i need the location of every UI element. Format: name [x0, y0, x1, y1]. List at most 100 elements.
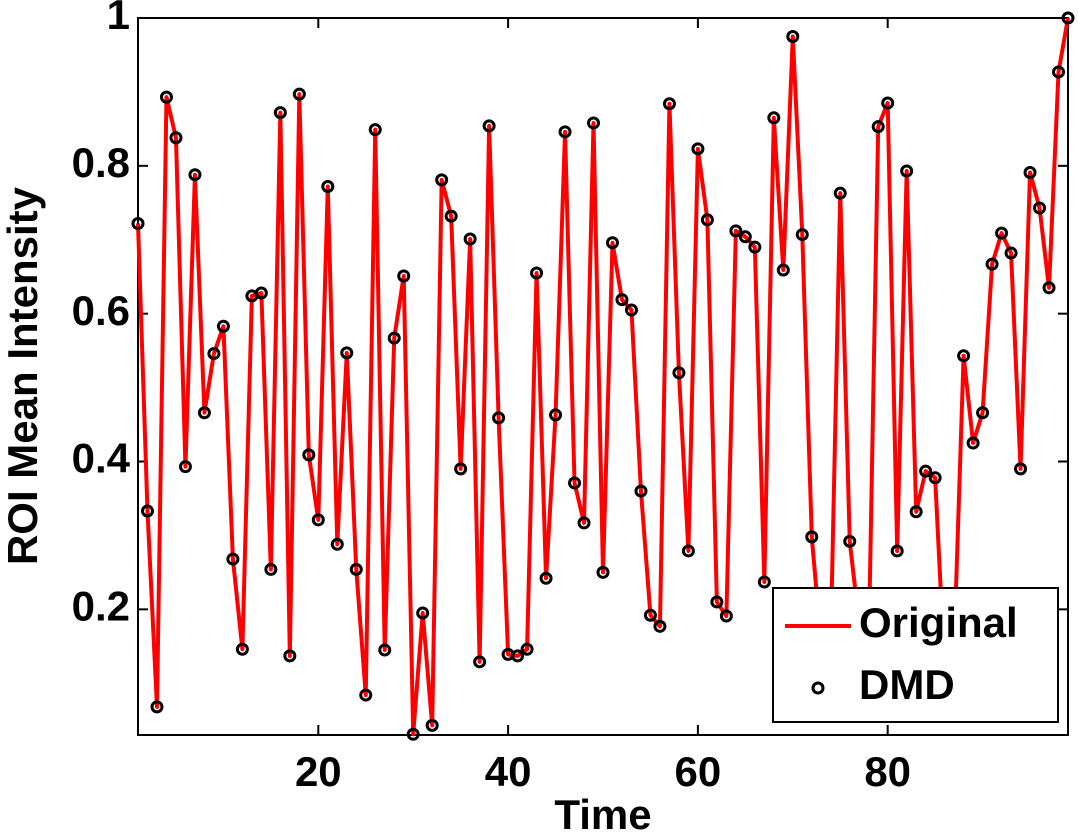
- data-marker: [150, 700, 164, 714]
- data-marker: [776, 263, 790, 277]
- data-marker: [966, 436, 980, 450]
- data-marker: [169, 131, 183, 145]
- data-marker: [416, 606, 430, 620]
- data-marker: [833, 186, 847, 200]
- data-marker: [881, 96, 895, 110]
- data-marker: [549, 408, 563, 422]
- data-marker: [976, 406, 990, 420]
- data-marker: [216, 319, 230, 333]
- data-marker: [681, 544, 695, 558]
- data-marker: [662, 97, 676, 111]
- x-tick-label: 80: [864, 748, 911, 795]
- data-marker: [302, 448, 316, 462]
- legend-label: DMD: [859, 661, 955, 708]
- data-marker: [1061, 11, 1075, 25]
- y-tick-label: 0.8: [72, 139, 130, 186]
- data-marker: [226, 552, 240, 566]
- y-tick-label: 0.2: [72, 582, 130, 629]
- data-marker: [909, 505, 923, 519]
- data-marker: [890, 544, 904, 558]
- data-marker: [378, 643, 392, 657]
- data-marker: [444, 209, 458, 223]
- data-marker: [178, 460, 192, 474]
- data-marker: [1014, 462, 1028, 476]
- data-marker: [454, 462, 468, 476]
- data-marker: [587, 116, 601, 130]
- data-marker: [995, 226, 1009, 240]
- data-marker: [292, 87, 306, 101]
- data-marker: [1004, 246, 1018, 260]
- data-marker: [757, 575, 771, 589]
- data-marker: [795, 228, 809, 242]
- data-marker: [463, 232, 477, 246]
- data-marker: [387, 331, 401, 345]
- data-marker: [691, 142, 705, 156]
- data-marker: [615, 293, 629, 307]
- data-marker: [1023, 165, 1037, 179]
- data-marker: [700, 213, 714, 227]
- data-marker: [435, 173, 449, 187]
- data-marker: [605, 236, 619, 250]
- data-marker: [131, 216, 145, 230]
- data-marker: [140, 504, 154, 518]
- data-marker: [900, 164, 914, 178]
- data-marker: [928, 471, 942, 485]
- data-marker: [511, 649, 525, 663]
- x-tick-label: 40: [485, 748, 532, 795]
- data-marker: [729, 224, 743, 238]
- data-marker: [653, 619, 667, 633]
- data-marker: [1052, 65, 1066, 79]
- data-marker: [738, 230, 752, 244]
- data-marker: [235, 642, 249, 656]
- data-marker: [672, 366, 686, 380]
- data-marker: [473, 655, 487, 669]
- data-marker: [568, 476, 582, 490]
- data-marker: [719, 609, 733, 623]
- data-marker: [786, 29, 800, 43]
- data-marker: [558, 125, 572, 139]
- y-axis-label: ROI Mean Intensity: [0, 186, 46, 565]
- data-marker: [596, 565, 610, 579]
- data-marker: [843, 534, 857, 548]
- data-marker: [359, 688, 373, 702]
- data-marker: [1033, 201, 1047, 215]
- data-marker: [871, 120, 885, 134]
- legend-swatch: [811, 681, 825, 695]
- data-marker: [264, 562, 278, 576]
- data-marker: [311, 513, 325, 527]
- data-marker: [425, 718, 439, 732]
- data-marker: [919, 464, 933, 478]
- data-marker: [207, 347, 221, 361]
- data-marker: [159, 90, 173, 104]
- data-marker: [340, 346, 354, 360]
- data-marker: [957, 349, 971, 363]
- data-marker: [188, 168, 202, 182]
- legend-box: [772, 587, 1059, 723]
- legend-label: Original: [859, 599, 1018, 646]
- data-marker: [368, 123, 382, 137]
- data-marker: [530, 266, 544, 280]
- data-marker: [577, 516, 591, 530]
- data-marker: [767, 111, 781, 125]
- y-tick-label: 0.4: [72, 435, 131, 482]
- data-marker: [482, 119, 496, 133]
- x-axis-label: Time: [554, 791, 651, 838]
- x-tick-label: 60: [675, 748, 722, 795]
- data-marker: [492, 411, 506, 425]
- data-marker: [985, 257, 999, 271]
- data-marker: [805, 530, 819, 544]
- x-tick-label: 20: [295, 748, 342, 795]
- data-marker: [643, 608, 657, 622]
- data-marker: [349, 562, 363, 576]
- y-tick-label: 0.6: [72, 287, 130, 334]
- data-marker: [624, 303, 638, 317]
- data-marker: [748, 240, 762, 254]
- data-marker: [254, 286, 268, 300]
- data-marker: [634, 484, 648, 498]
- data-marker: [273, 106, 287, 120]
- data-marker: [283, 649, 297, 663]
- data-marker: [330, 537, 344, 551]
- data-marker: [520, 642, 534, 656]
- data-marker: [406, 727, 420, 741]
